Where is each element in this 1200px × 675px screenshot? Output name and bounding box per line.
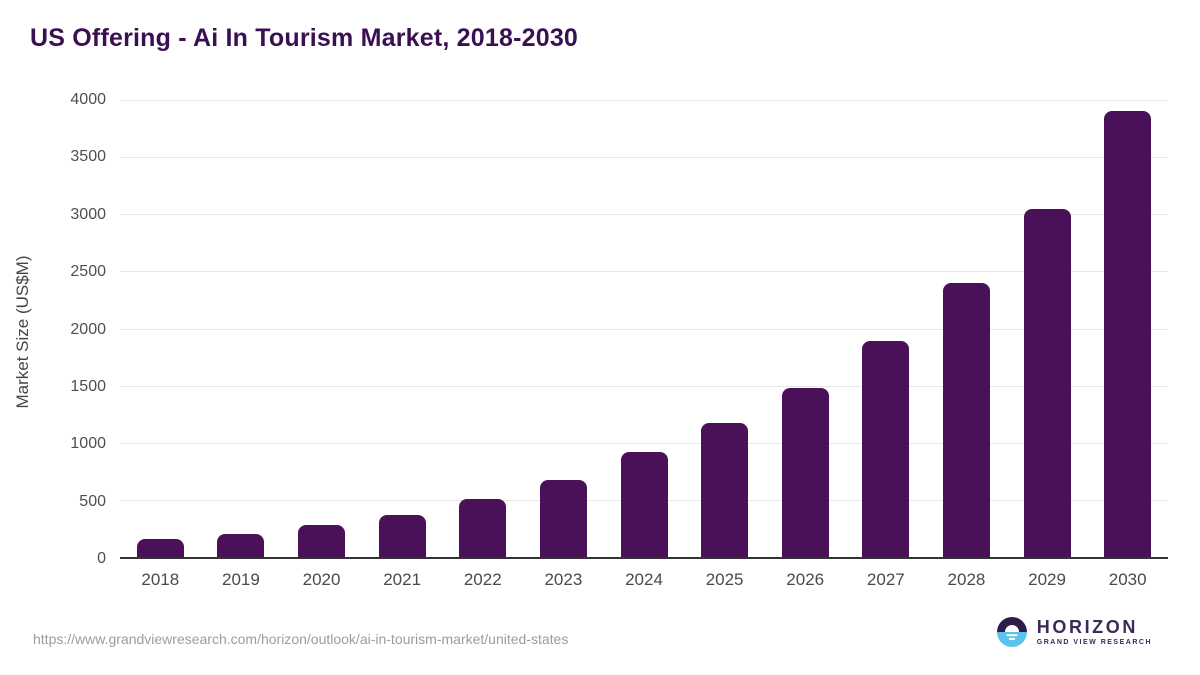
gridline-3000 [120, 214, 1168, 216]
bar-2025 [701, 422, 749, 557]
gridline-2500 [120, 271, 1168, 273]
x-axis-tick-labels: 2018 2019 2020 2021 2022 2023 2024 2025 2026 2027… [120, 570, 1168, 596]
bar-2022 [459, 499, 507, 557]
y-tick-label-3000: 3000 [70, 205, 106, 223]
y-tick-label-500: 500 [79, 492, 106, 510]
bar-2019 [217, 533, 265, 557]
gridline-2000 [120, 328, 1168, 330]
y-tick-label-1500: 1500 [70, 377, 106, 395]
gridline-4000 [120, 100, 1168, 101]
y-axis-tick-labels: 0 500 1000 1500 2000 2500 3000 3500 4000 [0, 91, 106, 567]
y-tick-label-3500: 3500 [70, 148, 106, 166]
logo-brand-name: HORIZON [1036, 617, 1138, 638]
x-tick-label-2029: 2029 [1028, 570, 1066, 589]
gridline-1500 [120, 385, 1168, 387]
y-tick-label-2500: 2500 [70, 263, 106, 281]
bar-2027 [862, 341, 910, 557]
source-url: https://www.grandviewresearch.com/horizo… [33, 631, 569, 647]
x-tick-label-2018: 2018 [141, 570, 180, 589]
y-tick-label-4000: 4000 [70, 91, 106, 108]
y-tick-label-2000: 2000 [70, 320, 106, 338]
bar-2026 [781, 387, 829, 557]
x-tick-label-2020: 2020 [302, 570, 341, 589]
gridline-3500 [120, 157, 1168, 159]
x-tick-label-2026: 2026 [786, 570, 825, 589]
y-tick-label-1000: 1000 [70, 435, 106, 453]
x-tick-label-2022: 2022 [463, 570, 502, 589]
bar-2028 [942, 282, 990, 557]
logo-tagline: GRAND VIEW RESEARCH [1036, 638, 1152, 646]
x-tick-label-2030: 2030 [1108, 570, 1147, 589]
bar-2020 [298, 525, 346, 557]
logo-text: HORIZON GRAND VIEW RESEARCH [1037, 618, 1152, 646]
horizon-sun-icon [996, 617, 1027, 647]
y-tick-label-0: 0 [97, 550, 106, 567]
brand-logo: HORIZON GRAND VIEW RESEARCH [996, 617, 1152, 647]
gridline-1000 [120, 442, 1168, 444]
bar-2029 [1023, 208, 1071, 557]
bar-2030 [1104, 111, 1152, 557]
bar-2021 [378, 514, 426, 557]
bar-2023 [539, 479, 587, 557]
bar-2024 [620, 451, 668, 557]
x-tick-label-2023: 2023 [544, 570, 583, 589]
x-tick-label-2024: 2024 [625, 570, 663, 589]
x-tick-label-2021: 2021 [383, 570, 422, 589]
x-tick-label-2027: 2027 [866, 570, 905, 589]
bar-2018 [136, 539, 184, 557]
x-tick-label-2025: 2025 [705, 570, 744, 589]
x-tick-label-2028: 2028 [947, 570, 986, 589]
x-tick-label-2019: 2019 [222, 570, 260, 589]
page-title: US Offering - Ai In Tourism Market, 2018… [30, 24, 579, 52]
plot-area [120, 100, 1168, 559]
